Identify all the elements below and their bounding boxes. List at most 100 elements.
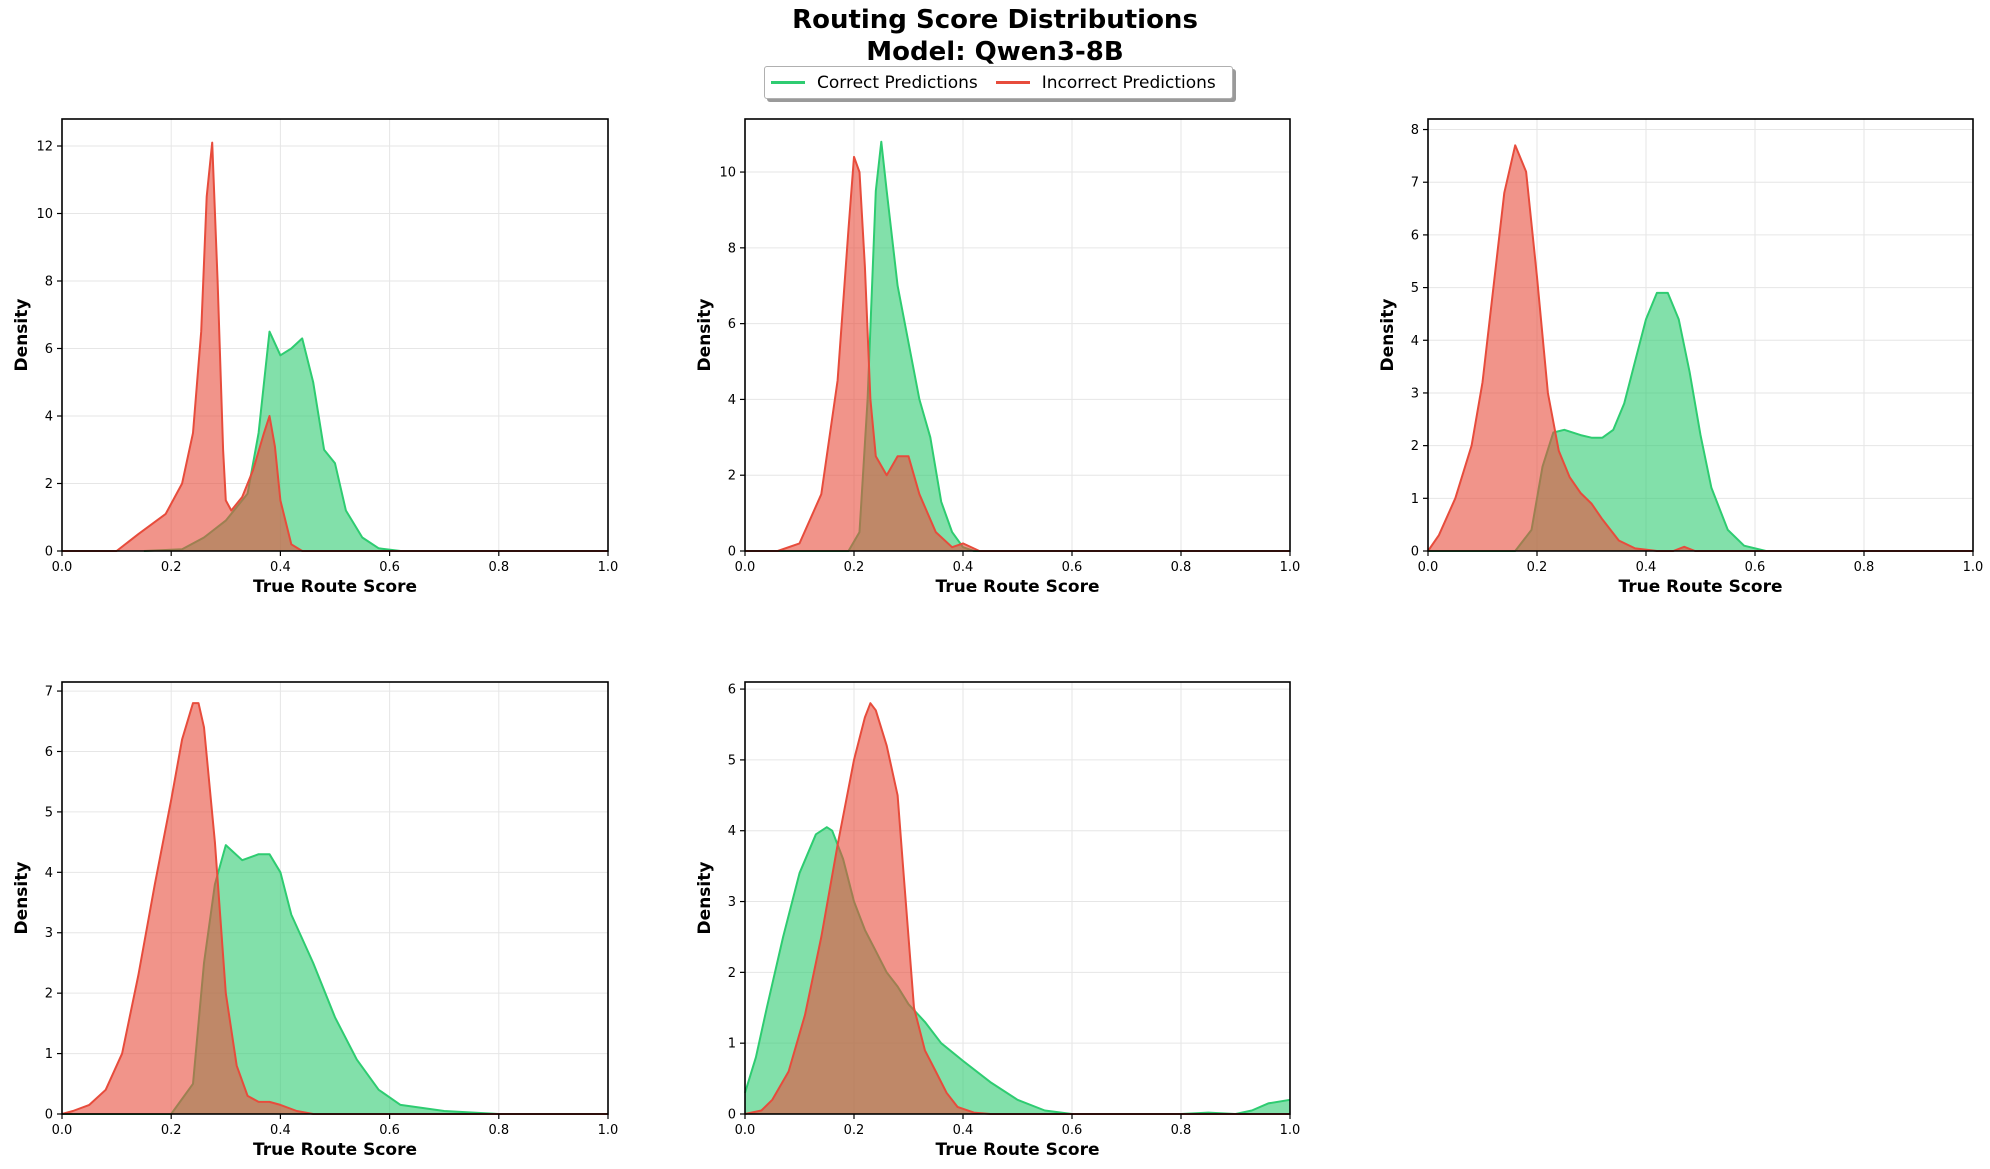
y-tick-label: 1 [728,1037,736,1052]
y-tick-label: 8 [728,241,736,256]
x-axis-label: True Route Score [935,577,1099,597]
y-tick-label: 8 [1411,123,1419,138]
y-axis-label: Density [12,299,32,372]
y-tick-label: 6 [45,745,53,760]
x-axis-label: True Route Score [253,577,417,597]
x-tick-label: 0.4 [953,560,974,575]
y-tick-label: 4 [728,824,736,839]
y-tick-label: 6 [728,317,736,332]
plot-frame [1427,118,1974,552]
x-tick-label: 0.2 [161,1123,182,1138]
y-tick-label: 0 [728,545,736,560]
y-tick-label: 3 [1411,386,1419,401]
subplot-4: 0.0 0.2 0.4 0.6 0.8 1.0 0 1 2 3 4 5 6 7 True Route Sco… [12,681,619,1160]
plot-frame [744,118,1291,552]
x-tick-label: 0.4 [1636,560,1657,575]
subplot-3: 0.0 0.2 0.4 0.6 0.8 1.0 0 1 2 3 4 5 6 7 8 True Route Sc… [1378,118,1984,597]
legend-label-incorrect: Incorrect Predictions [1041,72,1216,93]
x-tick-label: 0.6 [1062,1123,1083,1138]
x-tick-label: 1.0 [1280,560,1301,575]
x-axis-label: True Route Score [1618,577,1782,597]
y-tick-label: 4 [45,866,53,881]
density-area-incorrect [745,703,1290,1114]
x-tick-label: 0.2 [844,560,865,575]
y-tick-label: 5 [1411,281,1419,296]
plot-frame [744,681,1291,1115]
y-tick-label: 2 [1411,439,1419,454]
y-tick-label: 4 [1411,334,1419,349]
subplot-1: 0.0 0.2 0.4 0.6 0.8 1.0 0 2 4 6 8 10 12 True Route Sc… [12,118,619,597]
y-tick-label: 12 [36,140,53,155]
figure-subtitle: Model: Qwen3-8B [866,37,1124,67]
y-tick-label: 4 [728,393,736,408]
y-tick-label: 6 [45,342,53,357]
x-tick-label: 0.0 [52,1123,73,1138]
y-tick-label: 0 [45,545,53,560]
x-tick-label: 0.0 [52,560,73,575]
x-tick-label: 0.0 [1418,560,1439,575]
y-tick-label: 6 [728,683,736,698]
x-tick-label: 0.6 [379,560,400,575]
legend-entry-incorrect: Incorrect Predictions [995,72,1216,93]
y-axis-label: Density [695,299,715,372]
y-tick-label: 10 [719,166,736,181]
y-tick-label: 2 [728,469,736,484]
x-axis-label: True Route Score [935,1140,1099,1160]
x-tick-label: 0.4 [270,1123,291,1138]
legend-swatch-correct [771,81,805,84]
subplot-5: 0.0 0.2 0.4 0.6 0.8 1.0 0 1 2 3 4 5 6 True Route Scor… [695,681,1301,1160]
x-tick-label: 0.2 [844,1123,865,1138]
x-tick-label: 0.4 [270,560,291,575]
y-tick-label: 7 [1411,176,1419,191]
x-tick-label: 1.0 [1280,1123,1301,1138]
y-axis-label: Density [1378,299,1398,372]
y-axis-label: Density [695,862,715,935]
density-line-incorrect [745,155,1290,552]
subplot-2: 0.0 0.2 0.4 0.6 0.8 1.0 0 2 4 6 8 10 True Route Scor… [695,118,1301,597]
legend-entry-correct: Correct Predictions [771,73,978,93]
y-tick-label: 0 [1411,545,1419,560]
density-line-incorrect [61,702,608,1115]
x-tick-label: 0.0 [735,560,756,575]
legend-swatch-incorrect [995,81,1030,84]
y-tick-label: 5 [45,805,53,820]
y-tick-label: 4 [45,410,53,425]
x-tick-label: 0.4 [953,1123,974,1138]
plot-frame [61,681,609,1115]
y-tick-label: 1 [45,1047,53,1062]
y-tick-label: 1 [1411,492,1419,507]
y-tick-label: 6 [1411,228,1419,243]
density-area-incorrect [62,142,608,551]
y-tick-label: 5 [728,753,736,768]
y-tick-label: 0 [45,1108,53,1123]
x-tick-label: 0.2 [161,560,182,575]
x-tick-label: 0.8 [1854,560,1875,575]
x-tick-label: 1.0 [1963,560,1984,575]
figure-title-block: Routing Score Distributions Model: Qwen3… [0,4,1990,68]
density-area-incorrect [62,703,608,1114]
y-tick-label: 8 [45,275,53,290]
x-tick-label: 0.2 [1527,560,1548,575]
density-area-incorrect [1428,145,1973,552]
x-tick-label: 0.8 [1171,560,1192,575]
x-tick-label: 0.6 [379,1123,400,1138]
legend-label-correct: Correct Predictions [817,72,978,93]
legend: Correct Predictions Incorrect Prediction… [764,66,1233,99]
y-tick-label: 0 [728,1108,736,1123]
x-tick-label: 1.0 [598,1123,619,1138]
y-tick-label: 2 [45,987,53,1002]
y-tick-label: 10 [36,207,53,222]
density-line-incorrect [744,702,1290,1115]
y-axis-label: Density [12,862,32,935]
y-tick-label: 3 [728,895,736,910]
x-axis-label: True Route Score [253,1140,417,1160]
x-tick-label: 0.8 [488,1123,509,1138]
y-tick-label: 2 [45,477,53,492]
density-area-correct [745,141,1290,551]
density-area-incorrect [745,156,1290,551]
plot-frame [61,118,609,552]
x-tick-label: 0.0 [735,1123,756,1138]
x-tick-label: 1.0 [598,560,619,575]
x-tick-label: 0.6 [1062,560,1083,575]
